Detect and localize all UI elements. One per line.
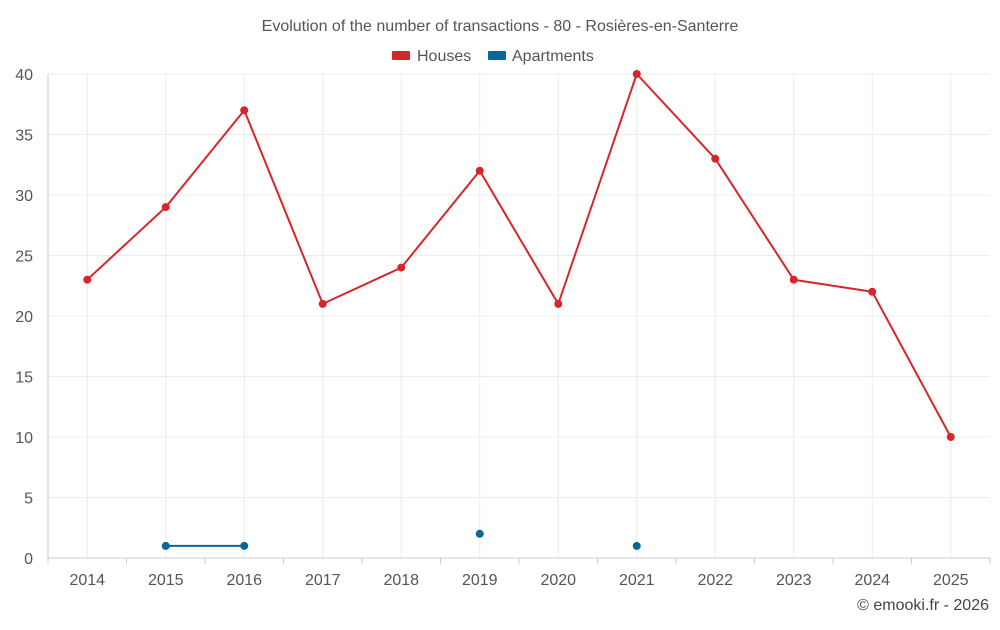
chart-title: Evolution of the number of transactions … [262, 18, 739, 35]
x-tick-label: 2018 [383, 572, 419, 589]
legend-swatch-houses [392, 51, 410, 60]
x-tick-label: 2017 [305, 572, 341, 589]
houses-data-point [868, 287, 877, 296]
y-tick-label: 40 [15, 67, 33, 84]
y-tick-label: 20 [15, 309, 33, 326]
x-tick-label: 2023 [776, 572, 812, 589]
legend-label-houses: Houses [417, 48, 471, 65]
legend-label-apartments: Apartments [512, 48, 594, 65]
y-tick-label: 35 [15, 128, 33, 145]
y-tick-label: 5 [24, 491, 33, 508]
x-tick-label: 2016 [226, 572, 262, 589]
legend: Houses Apartments [392, 48, 594, 65]
x-tick-label: 2022 [697, 572, 733, 589]
houses-data-point [240, 106, 249, 115]
y-tick-label: 15 [15, 370, 33, 387]
x-tick-label: 2024 [854, 572, 890, 589]
houses-data-point [161, 203, 170, 212]
houses-data-point [946, 433, 955, 441]
y-tick-label: 25 [15, 249, 33, 266]
grid [48, 73, 990, 558]
houses-data-point [397, 263, 406, 272]
x-tick-label: 2021 [619, 572, 655, 589]
houses-data-point [318, 299, 327, 308]
copyright-credit: © emooki.fr - 2026 [857, 597, 989, 614]
apartments-data-point [632, 541, 641, 550]
houses-data-point [475, 166, 484, 175]
x-tick-label: 2015 [148, 572, 184, 589]
x-tick-label: 2025 [933, 572, 969, 589]
houses-data-point [83, 275, 92, 284]
y-tick-label: 30 [15, 188, 33, 205]
legend-swatch-apartments [488, 51, 506, 60]
apartments-data-point [161, 541, 170, 550]
series [83, 70, 955, 550]
x-tick-label: 2019 [462, 572, 498, 589]
houses-data-point [711, 154, 720, 163]
houses-series-line [86, 73, 952, 438]
apartments-data-point [240, 541, 249, 550]
x-tick-label: 2014 [69, 572, 105, 589]
y-tick-label: 0 [24, 551, 33, 568]
houses-data-point [632, 70, 641, 78]
y-tick-label: 10 [15, 430, 33, 447]
houses-data-point [554, 299, 563, 308]
x-tick-label: 2020 [540, 572, 576, 589]
houses-data-point [789, 275, 798, 284]
apartments-data-point [475, 529, 484, 538]
